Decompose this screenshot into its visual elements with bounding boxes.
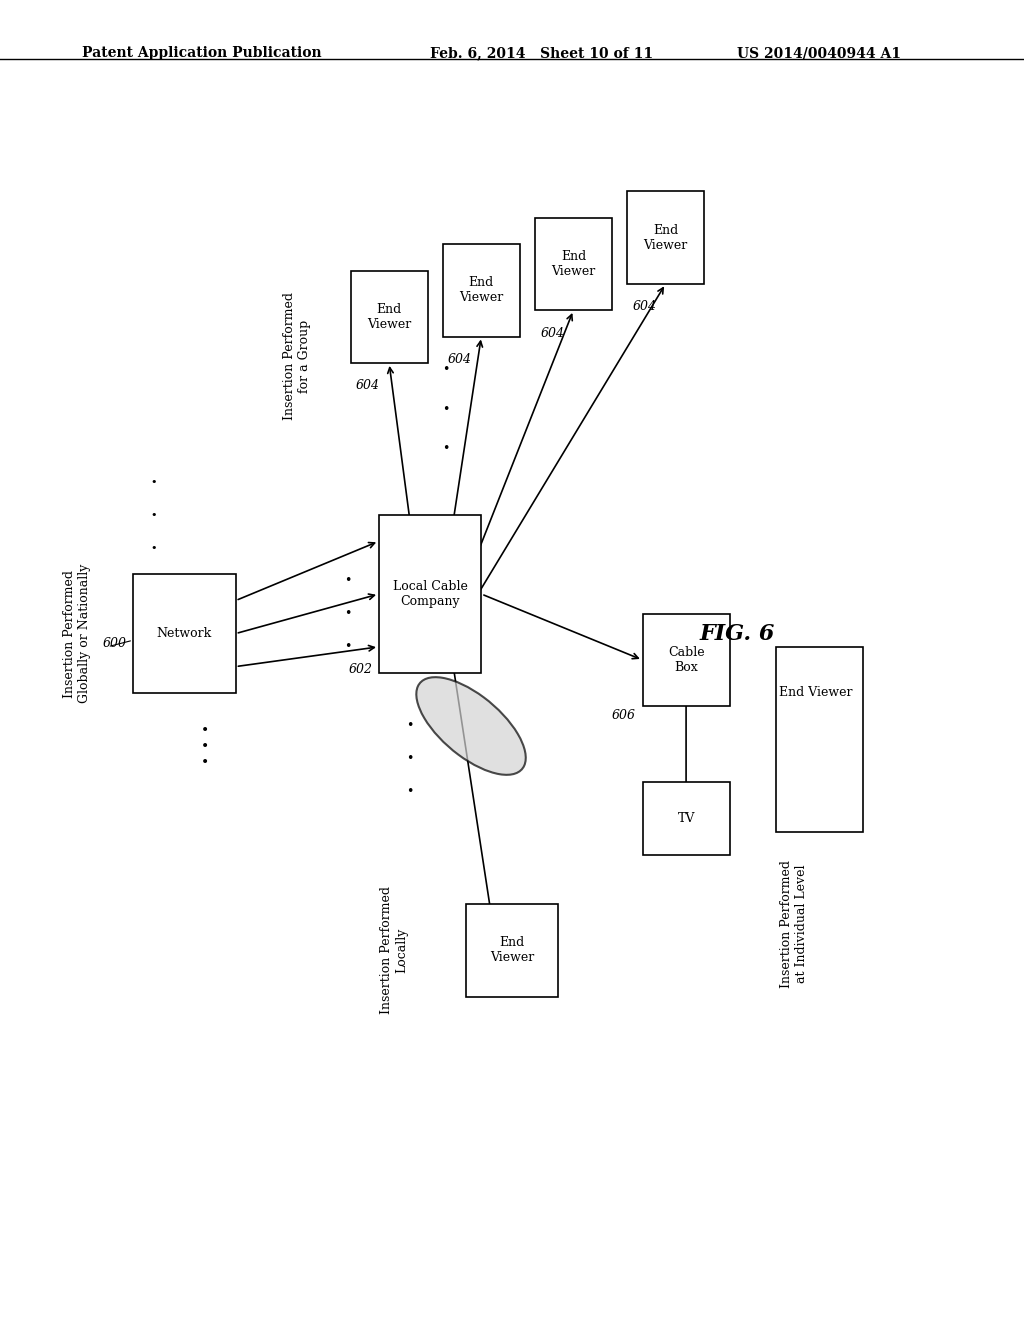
Text: •: •: [406, 752, 414, 766]
Text: •: •: [344, 607, 352, 620]
Text: 604: 604: [356, 379, 380, 392]
Text: 602: 602: [348, 663, 372, 676]
Text: US 2014/0040944 A1: US 2014/0040944 A1: [737, 46, 901, 61]
FancyBboxPatch shape: [466, 904, 558, 997]
Text: •: •: [201, 739, 209, 752]
Text: 604: 604: [449, 352, 472, 366]
FancyBboxPatch shape: [133, 574, 236, 693]
FancyBboxPatch shape: [627, 191, 705, 284]
Text: Cable
Box: Cable Box: [668, 645, 705, 675]
Text: Network: Network: [157, 627, 212, 640]
Text: Insertion Performed
Globally or Nationally: Insertion Performed Globally or National…: [62, 564, 91, 704]
Text: •: •: [406, 785, 414, 799]
FancyBboxPatch shape: [442, 244, 519, 337]
FancyBboxPatch shape: [643, 781, 729, 855]
Text: End Viewer: End Viewer: [779, 686, 852, 700]
Text: •: •: [344, 640, 352, 653]
Text: 606: 606: [612, 709, 636, 722]
Text: FIG. 6: FIG. 6: [699, 623, 775, 644]
Text: Insertion Performed
for a Group: Insertion Performed for a Group: [283, 293, 311, 420]
Text: End
Viewer: End Viewer: [489, 936, 535, 965]
Text: End
Viewer: End Viewer: [367, 302, 412, 331]
Text: TV: TV: [678, 812, 694, 825]
Text: End
Viewer: End Viewer: [643, 223, 688, 252]
FancyBboxPatch shape: [536, 218, 612, 310]
Text: •: •: [441, 442, 450, 455]
Text: •: •: [441, 363, 450, 376]
Text: End
Viewer: End Viewer: [551, 249, 596, 279]
Text: Feb. 6, 2014   Sheet 10 of 11: Feb. 6, 2014 Sheet 10 of 11: [430, 46, 653, 61]
Text: •: •: [344, 574, 352, 587]
Text: •: •: [151, 477, 157, 487]
Text: Patent Application Publication: Patent Application Publication: [82, 46, 322, 61]
Text: Local Cable
Company: Local Cable Company: [392, 579, 468, 609]
FancyBboxPatch shape: [776, 647, 862, 832]
Ellipse shape: [417, 677, 525, 775]
Text: 604: 604: [633, 300, 656, 313]
FancyBboxPatch shape: [350, 271, 428, 363]
Text: •: •: [406, 719, 414, 733]
Text: •: •: [151, 543, 157, 553]
Text: Insertion Performed
Locally: Insertion Performed Locally: [380, 887, 409, 1014]
Text: 604: 604: [541, 326, 564, 339]
Text: •: •: [201, 723, 209, 737]
Text: •: •: [441, 403, 450, 416]
Text: Insertion Performed
at Individual Level: Insertion Performed at Individual Level: [779, 861, 808, 987]
Text: •: •: [201, 755, 209, 768]
FancyBboxPatch shape: [643, 614, 729, 706]
FancyBboxPatch shape: [379, 515, 481, 673]
Text: •: •: [151, 510, 157, 520]
Text: 600: 600: [102, 636, 126, 649]
Text: End
Viewer: End Viewer: [459, 276, 504, 305]
